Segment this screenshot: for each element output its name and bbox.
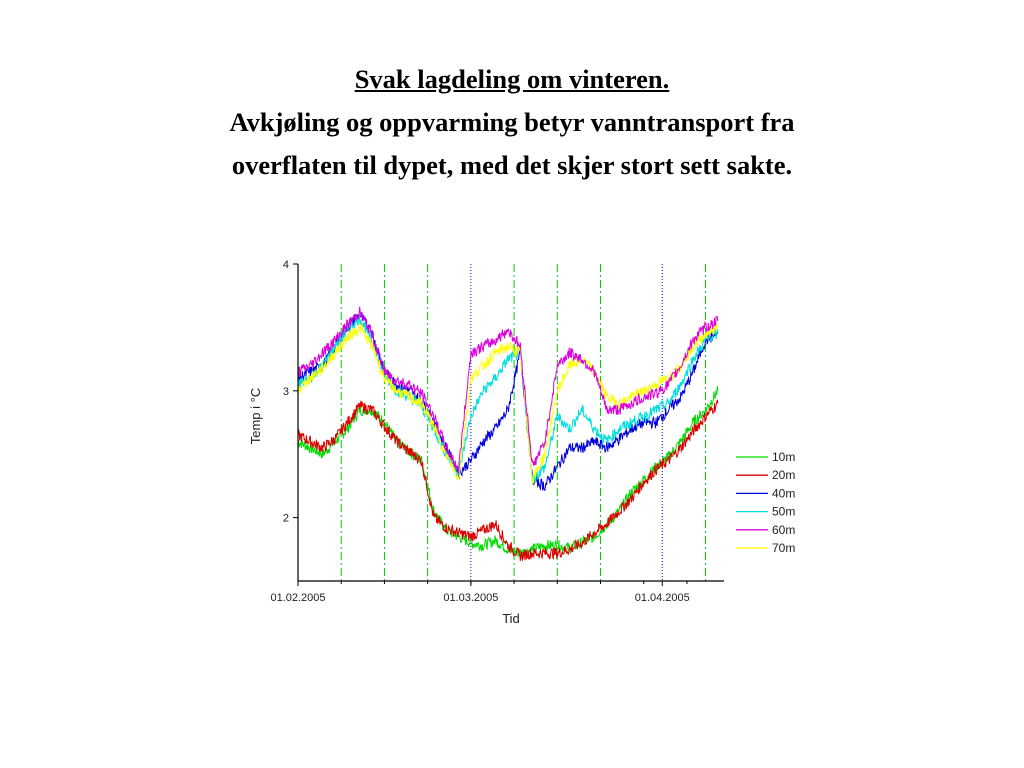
- series-line-50m: [297, 313, 719, 484]
- legend-label-40m: 40m: [772, 486, 795, 500]
- slide-heading: Svak lagdeling om vinteren. Avkjøling og…: [0, 58, 1024, 187]
- legend-label-20m: 20m: [772, 468, 795, 482]
- chart-legend: 10m 20m 40m 50m 60m 70m: [736, 450, 795, 555]
- series-line-60m: [297, 306, 719, 474]
- legend-label-10m: 10m: [772, 450, 795, 464]
- slide-subtitle-line-1: Avkjøling og oppvarming betyr vanntransp…: [229, 107, 795, 137]
- series-line-20m: [297, 399, 719, 562]
- x-axis-label: Tid: [502, 611, 520, 626]
- y-tick-label-2: 2: [283, 513, 289, 525]
- slide-title: Svak lagdeling om vinteren.: [354, 64, 670, 94]
- legend-label-50m: 50m: [772, 505, 795, 519]
- y-tick-label-3: 3: [283, 386, 289, 398]
- series-lines: [297, 306, 719, 562]
- legend-label-70m: 70m: [772, 541, 795, 555]
- y-axis-label: Temp i °C: [248, 388, 263, 445]
- y-tick-label-4: 4: [283, 259, 289, 271]
- vertical-markers: [340, 264, 706, 581]
- slide-subtitle-line-2: overflaten til dypet, med det skjer stor…: [231, 150, 793, 180]
- series-line-70m: [297, 323, 719, 485]
- x-tick-label-3: 01.04.2005: [635, 592, 690, 604]
- legend-label-60m: 60m: [772, 523, 795, 537]
- x-tick-label-2: 01.03.2005: [443, 592, 498, 604]
- x-tick-label-1: 01.02.2005: [270, 592, 325, 604]
- chart-axes: 2 3 4 01.02.2005 01.03.2005 01.04.2005: [270, 259, 724, 604]
